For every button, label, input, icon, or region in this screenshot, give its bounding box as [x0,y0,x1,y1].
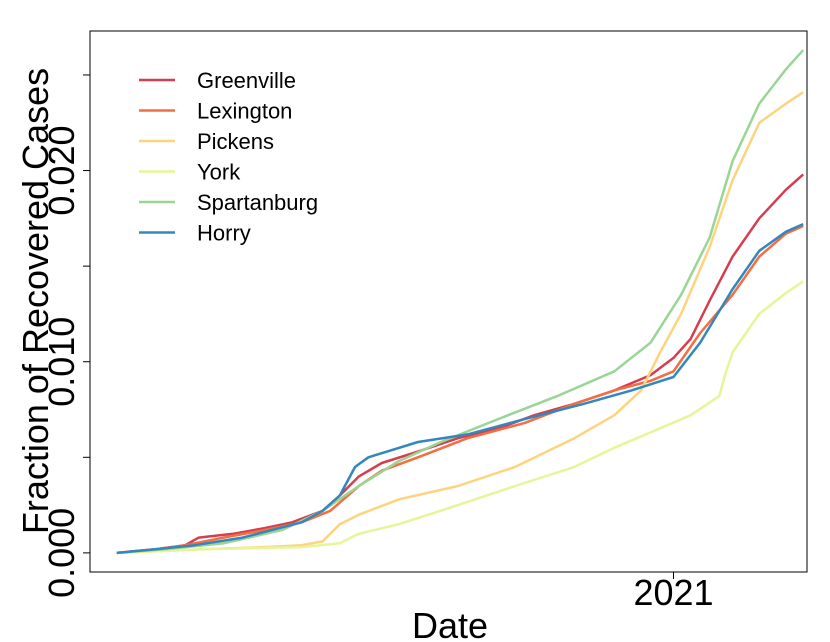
legend-label: Spartanburg [197,190,318,215]
legend-label: Greenville [197,68,296,93]
series-layer [116,49,805,555]
x-axis: 2021 [633,572,714,613]
legend: Greenville Lexington Pickens York Spartanbur… [139,68,318,246]
legend-label: York [197,160,241,185]
series-line-pickens [116,91,804,555]
y-tick-label: 0.020 [41,126,82,216]
series-line-horry [116,222,804,555]
y-tick-label: 0.000 [41,508,82,598]
series-line-york [116,280,804,555]
legend-label: Horry [197,221,251,246]
y-tick-label: 0.010 [41,317,82,407]
legend-label: Lexington [197,99,292,124]
x-axis-title: Date [412,605,488,642]
legend-label: Pickens [197,129,274,154]
y-axis: 0.000 0.010 0.020 [41,74,91,598]
series-line-greenville [116,173,805,555]
series-line-spartanburg [116,49,805,555]
x-tick-label: 2021 [633,572,713,613]
y-axis-title: Fraction of Recovered Cases [15,68,56,534]
